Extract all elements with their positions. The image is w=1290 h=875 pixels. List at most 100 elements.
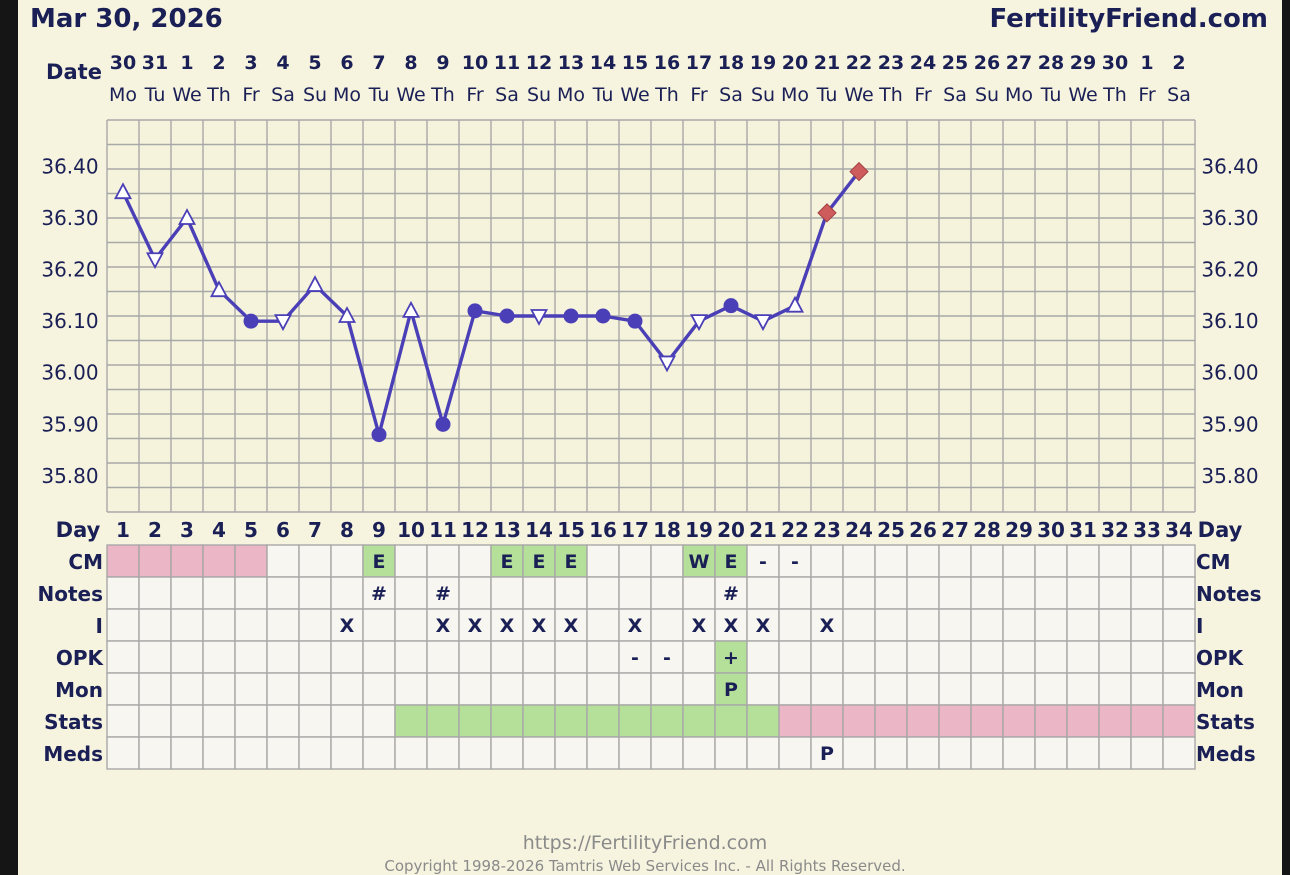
row-cell: [874, 704, 908, 738]
row-cell: [234, 576, 268, 610]
date-number: 8: [404, 52, 417, 74]
row-cell: [618, 672, 652, 706]
row-cell: [1066, 640, 1100, 674]
row-label-left: Mon: [55, 678, 103, 702]
row-cell: [394, 672, 428, 706]
weekday-label: Mo: [781, 84, 809, 106]
row-cell: [106, 576, 140, 610]
cell-mark: E: [373, 551, 386, 573]
row-cell: [1034, 576, 1068, 610]
row-cell: [938, 736, 972, 770]
weekday-label: Su: [527, 84, 551, 106]
row-cell: [778, 608, 812, 642]
row-cell: [138, 704, 172, 738]
weekday-label: Th: [1102, 84, 1127, 106]
row-cell: [1098, 544, 1132, 578]
date-number: 9: [436, 52, 449, 74]
y-tick-right: 35.90: [1201, 412, 1258, 436]
row-cell: [202, 608, 236, 642]
row-cell: [202, 544, 236, 578]
row-stats: [106, 704, 1196, 738]
row-cell: [138, 608, 172, 642]
cycle-day-number: 12: [461, 518, 489, 542]
temp-point-open-triangle-up: [177, 208, 197, 225]
date-number: 7: [372, 52, 385, 74]
row-cell: [202, 576, 236, 610]
y-tick-right: 36.00: [1201, 361, 1258, 385]
cell-mark: X: [564, 615, 579, 637]
date-row-label: Date: [46, 60, 102, 84]
cell-mark: #: [435, 583, 451, 605]
row-cell: [298, 704, 332, 738]
row-cell: [522, 736, 556, 770]
row-cell: [330, 544, 364, 578]
row-cell: [778, 736, 812, 770]
row-cell: [170, 608, 204, 642]
row-cell: [618, 736, 652, 770]
row-cell: [1098, 576, 1132, 610]
row-cell: [586, 640, 620, 674]
row-cm: [106, 544, 1196, 578]
row-cell: [1130, 736, 1164, 770]
weekday-label: We: [844, 84, 873, 106]
cycle-day-number: 7: [308, 518, 322, 542]
y-tick-left: 35.90: [41, 412, 98, 436]
temp-point-open-triangle-down: [273, 314, 293, 332]
cycle-day-number: 33: [1133, 518, 1161, 542]
row-cell: [1098, 704, 1132, 738]
temp-point-dot: [499, 308, 515, 324]
row-cell: [618, 576, 652, 610]
row-cell: [970, 704, 1004, 738]
row-cell: [554, 672, 588, 706]
row-cell: [202, 736, 236, 770]
temp-point-diamond: [849, 161, 869, 182]
date-number: 15: [622, 52, 648, 74]
temp-point-dot: [243, 313, 259, 329]
row-cell: [906, 704, 940, 738]
row-cell: [106, 736, 140, 770]
date-number: 2: [212, 52, 225, 74]
row-cell: [970, 640, 1004, 674]
y-tick-right: 36.20: [1201, 258, 1258, 282]
date-number: 5: [308, 52, 321, 74]
row-label-left: CM: [68, 550, 103, 574]
cycle-day-number: 15: [557, 518, 585, 542]
row-cell: [650, 704, 684, 738]
row-cell: [810, 544, 844, 578]
row-cell: [906, 640, 940, 674]
row-cell: [426, 704, 460, 738]
row-cell: [778, 544, 812, 578]
cycle-day-number: 13: [493, 518, 521, 542]
weekday-label: Mo: [1005, 84, 1033, 106]
row-cell: [778, 704, 812, 738]
weekday-label: Th: [878, 84, 903, 106]
row-cell: [874, 544, 908, 578]
row-cell: [458, 544, 492, 578]
row-cell: [1098, 672, 1132, 706]
cell-mark: E: [501, 551, 514, 573]
row-cell: [778, 576, 812, 610]
temp-point-dot: [563, 308, 579, 324]
row-cell: [362, 704, 396, 738]
row-cell: [970, 736, 1004, 770]
row-cell: [1162, 640, 1196, 674]
row-cell: [650, 576, 684, 610]
footer-url[interactable]: https://FertilityFriend.com: [522, 832, 768, 854]
weekday-label: Tu: [144, 84, 166, 106]
cycle-day-number: 5: [244, 518, 258, 542]
cycle-day-number: 14: [525, 518, 553, 542]
row-cell: [1130, 640, 1164, 674]
date-number: 11: [494, 52, 520, 74]
weekday-label: Sa: [1167, 84, 1191, 106]
y-tick-left: 36.40: [41, 154, 98, 178]
date-number: 1: [1140, 52, 1153, 74]
row-cell: [266, 672, 300, 706]
row-cell: [842, 608, 876, 642]
date-number: 14: [590, 52, 616, 74]
cycle-day-number: 19: [685, 518, 713, 542]
row-cell: [618, 544, 652, 578]
cycle-day-number: 17: [621, 518, 649, 542]
row-cell: [746, 544, 780, 578]
row-label-left: Meds: [43, 742, 103, 766]
date-number: 10: [462, 52, 488, 74]
